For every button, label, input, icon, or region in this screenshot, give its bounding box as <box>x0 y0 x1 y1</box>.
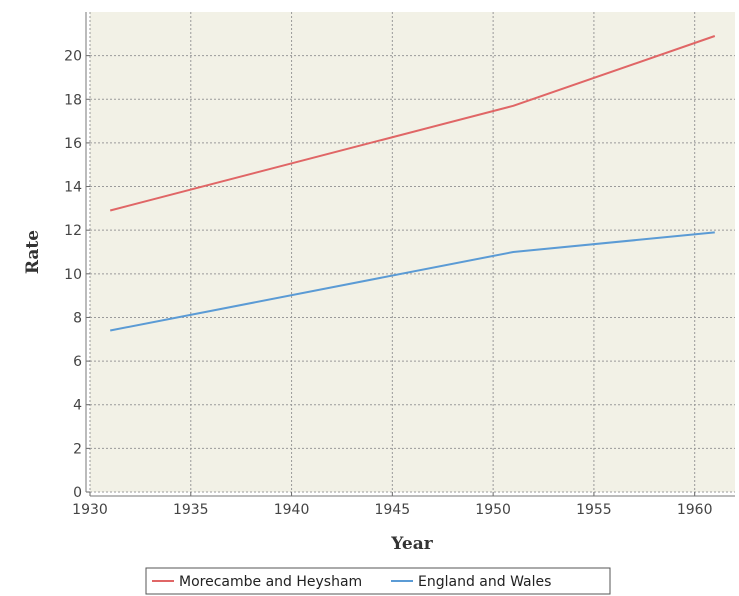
series-line-england-and-wales <box>110 231 715 332</box>
plot-area <box>90 12 735 492</box>
y-axis-title: Rate <box>23 230 43 274</box>
x-tick-label: 1945 <box>375 502 411 518</box>
x-axis-title: Year <box>390 534 433 554</box>
x-tick-label: 1955 <box>576 502 612 518</box>
x-tick-label: 1940 <box>274 502 310 518</box>
y-tick-label: 2 <box>73 441 82 457</box>
series-lines <box>109 35 716 332</box>
legend-label: Morecambe and Heysham <box>179 574 362 590</box>
y-tick-label: 16 <box>64 136 82 152</box>
legend-box <box>145 567 611 595</box>
x-tick-label: 1960 <box>677 502 713 518</box>
series-line-morecambe-and-heysham <box>109 35 716 212</box>
y-tick-label: 4 <box>73 398 82 414</box>
y-tick-label: 18 <box>64 92 82 108</box>
x-tick-label: 1935 <box>173 502 209 518</box>
y-tick-label: 0 <box>73 485 82 501</box>
x-tick-label: 1930 <box>72 502 108 518</box>
y-tick-label: 20 <box>64 49 82 65</box>
y-tick-label: 12 <box>64 223 82 239</box>
grid <box>89 12 735 493</box>
legend-label: England and Wales <box>418 574 551 590</box>
legend: Morecambe and Heysham England and Wales <box>145 567 611 595</box>
y-tick-label: 6 <box>73 354 82 370</box>
y-tick-label: 8 <box>73 310 82 326</box>
y-tick-label: 14 <box>64 180 82 196</box>
axes: 0 2 4 6 8 10 12 14 16 18 20 1930 1935 1940 1945 1950 195… <box>64 12 735 518</box>
y-tick-label: 10 <box>64 267 82 283</box>
x-tick-label: 1950 <box>475 502 511 518</box>
